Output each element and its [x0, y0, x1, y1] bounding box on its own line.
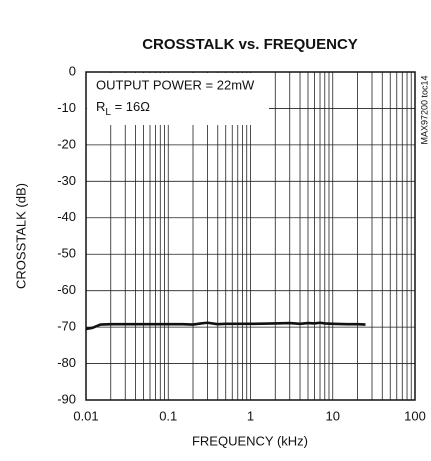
x-tick-label: 10 [326, 408, 340, 423]
annotation-box [87, 73, 269, 125]
annotation-part: = 16Ω [111, 99, 150, 114]
chart-title: CROSSTALK vs. FREQUENCY [142, 36, 358, 53]
x-axis-label: FREQUENCY (kHz) [192, 433, 308, 448]
y-tick-label: -50 [57, 246, 76, 261]
plot-frame [85, 71, 416, 401]
y-tick-label: 0 [69, 63, 76, 78]
y-axis-label: CROSSTALK (dB) [13, 183, 28, 289]
x-tick-label: 1 [247, 408, 254, 423]
x-tick-label: 0.01 [73, 408, 98, 423]
y-tick-label: -10 [57, 100, 76, 115]
annotation: RL = 16Ω [96, 99, 150, 117]
annotation-part: R [96, 99, 105, 114]
y-tick-label: -30 [57, 173, 76, 188]
y-tick-label: -40 [57, 209, 76, 224]
y-tick-label: -20 [57, 136, 76, 151]
y-tick-label: -60 [57, 282, 76, 297]
y-tick-label: -80 [57, 355, 76, 370]
y-tick-label: -70 [57, 319, 76, 334]
y-tick-label: -90 [57, 391, 76, 406]
data-line [85, 321, 366, 331]
x-tick-label: 0.1 [159, 408, 177, 423]
x-tick-label: 100 [404, 408, 426, 423]
annotation: OUTPUT POWER = 22mW [96, 77, 255, 92]
side-note: MAX97200 toc14 [419, 75, 429, 144]
annotation-sub: L [105, 107, 111, 118]
